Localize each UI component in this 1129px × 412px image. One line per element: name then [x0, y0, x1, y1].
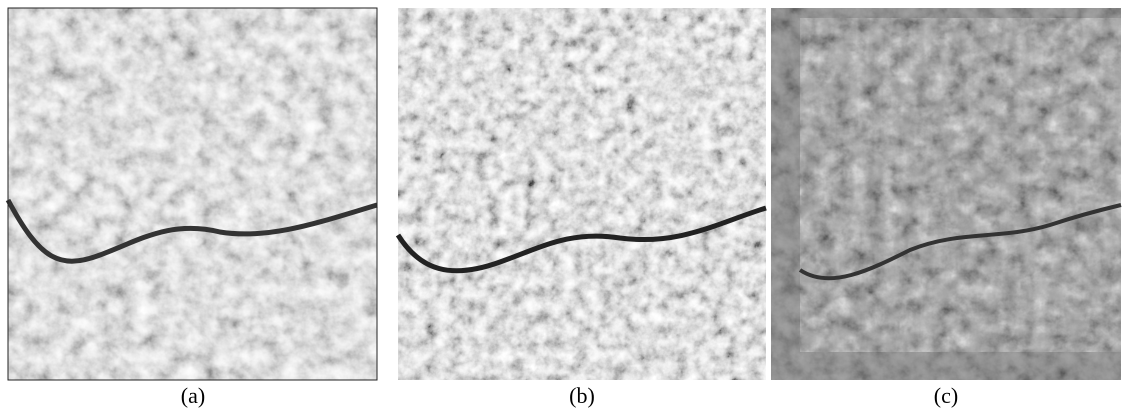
caption: (a) — [181, 383, 205, 408]
image-c — [771, 8, 1121, 380]
figure: (a) (b) (c) — [0, 0, 1129, 412]
caption: (c) — [934, 383, 958, 408]
image-b — [398, 8, 766, 380]
caption: (b) — [569, 383, 595, 408]
image-a — [8, 8, 377, 380]
